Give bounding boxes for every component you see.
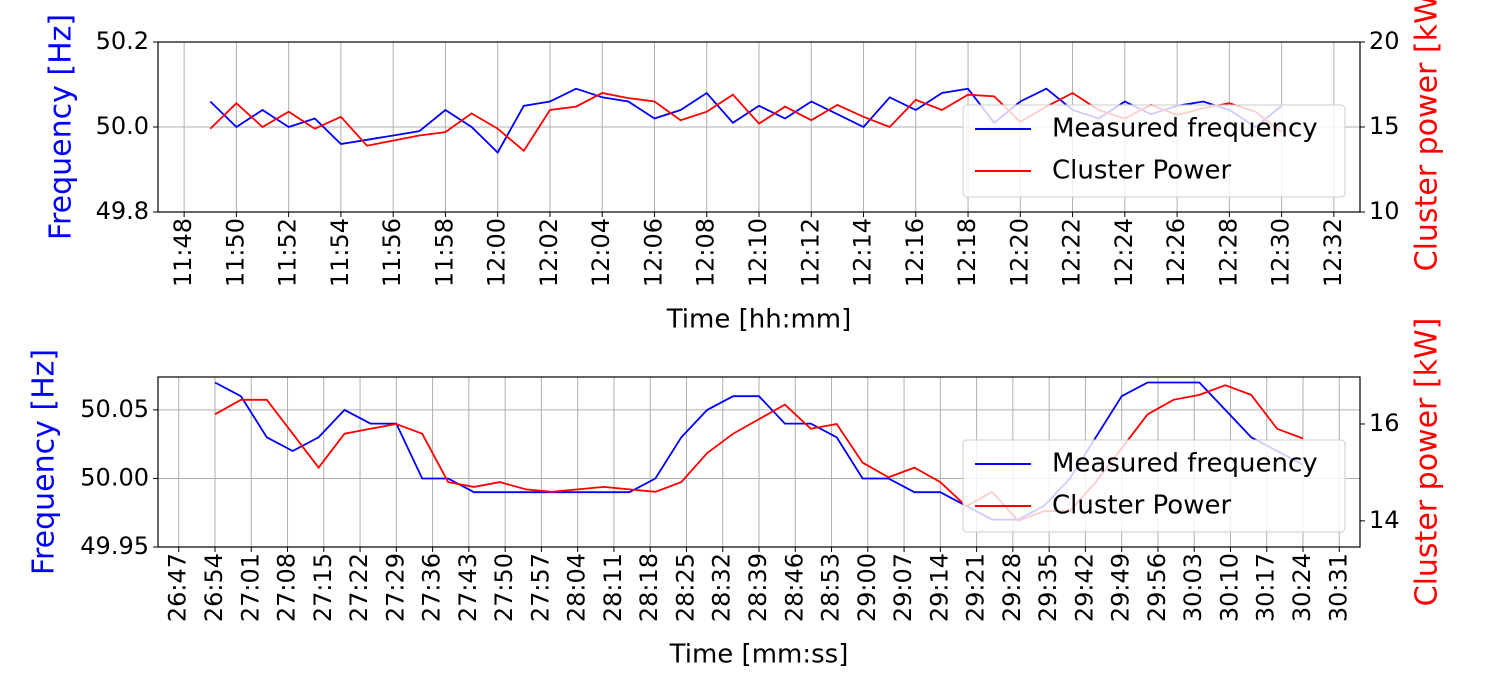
- x-tick-label: 11:50: [221, 218, 249, 287]
- legend-box: [962, 104, 1346, 198]
- y2-tick-label: 16: [1369, 409, 1400, 437]
- x-tick-label: 28:25: [671, 553, 699, 622]
- x-tick-label: 12:16: [901, 218, 929, 287]
- x-tick-label: 30:24: [1288, 553, 1316, 622]
- plot-frame: [157, 376, 1361, 548]
- x-tick-label: 29:49: [1107, 553, 1135, 622]
- x-tick-label: 27:36: [418, 553, 446, 622]
- x-tick-label: 11:54: [326, 218, 354, 287]
- x-tick-label: 26:54: [200, 553, 228, 622]
- x-tick-label: 27:22: [345, 553, 373, 622]
- x-tick-label: 12:12: [796, 218, 824, 287]
- x-tick-label: 26:47: [164, 553, 192, 622]
- legend: Measured frequency Cluster Power: [962, 104, 1346, 198]
- y2-tick-label: 10: [1369, 197, 1400, 225]
- y2-tick-label: 20: [1369, 27, 1400, 55]
- y-tick-label: 50.0: [96, 112, 149, 140]
- y-tick-label: 49.8: [96, 197, 149, 225]
- plot-frame: [157, 41, 1361, 213]
- x-tick-label: 28:11: [599, 553, 627, 622]
- y-axis-label: Frequency [Hz]: [27, 349, 62, 575]
- y2-tick-label: 15: [1369, 112, 1400, 140]
- x-tick-label: 27:43: [454, 553, 482, 622]
- y-tick-label: 50.05: [80, 395, 149, 423]
- x-tick-label: 27:08: [273, 553, 301, 622]
- x-tick-label: 27:01: [236, 553, 264, 622]
- x-tick-label: 29:07: [889, 553, 917, 622]
- y-tick-label: 50.2: [96, 27, 149, 55]
- x-tick-label: 12:32: [1319, 218, 1347, 287]
- x-tick-label: 12:20: [1005, 218, 1033, 287]
- x-axis-label: Time [hh:mm]: [666, 305, 852, 335]
- legend-label: Cluster Power: [1052, 491, 1231, 521]
- x-tick-label: 29:14: [925, 553, 953, 622]
- x-tick-label: 27:57: [526, 553, 554, 622]
- legend-label: Measured frequency: [1052, 114, 1318, 144]
- x-tick-label: 12:14: [849, 218, 877, 287]
- x-tick-label: 11:52: [274, 218, 302, 287]
- x-tick-label: 29:42: [1070, 553, 1098, 622]
- legend: Measured frequency Cluster Power: [962, 439, 1346, 533]
- x-tick-label: 29:00: [853, 553, 881, 622]
- x-tick-label: 30:03: [1179, 553, 1207, 622]
- y2-axis-label: Cluster power [kW]: [1410, 0, 1445, 271]
- x-tick-label: 12:00: [483, 218, 511, 287]
- x-tick-label: 12:28: [1214, 218, 1242, 287]
- x-tick-label: 28:18: [635, 553, 663, 622]
- y-axis-label: Frequency [Hz]: [44, 14, 79, 240]
- x-tick-label: 12:02: [535, 218, 563, 287]
- x-tick-label: 28:53: [817, 553, 845, 622]
- legend-label: Measured frequency: [1052, 449, 1318, 479]
- y2-tick-label: 14: [1369, 506, 1400, 534]
- x-tick-label: 29:28: [998, 553, 1026, 622]
- x-tick-label: 12:30: [1267, 218, 1295, 287]
- x-tick-label: 12:26: [1162, 218, 1190, 287]
- x-tick-label: 11:56: [378, 218, 406, 287]
- legend-label: Cluster Power: [1052, 156, 1231, 186]
- x-tick-label: 12:22: [1058, 218, 1086, 287]
- x-tick-label: 28:04: [563, 553, 591, 622]
- x-tick-label: 12:04: [587, 218, 615, 287]
- x-tick-label: 29:35: [1034, 553, 1062, 622]
- x-tick-label: 30:17: [1252, 553, 1280, 622]
- legend-box: [962, 439, 1346, 533]
- x-tick-label: 29:21: [962, 553, 990, 622]
- x-tick-label: 28:32: [708, 553, 736, 622]
- x-tick-label: 11:58: [430, 218, 458, 287]
- plot: 26:47 26:54 27:01 27:08 27:15 27:22 27:29 27:36…: [27, 318, 1445, 670]
- x-tick-label: 27:15: [309, 553, 337, 622]
- x-tick-label: 30:31: [1324, 553, 1352, 622]
- y-tick-label: 49.95: [80, 532, 149, 560]
- x-tick-label: 28:46: [780, 553, 808, 622]
- x-tick-label: 27:29: [381, 553, 409, 622]
- x-tick-label: 29:56: [1143, 553, 1171, 622]
- x-tick-label: 12:18: [953, 218, 981, 287]
- x-tick-label: 12:24: [1110, 218, 1138, 287]
- x-tick-label: 30:10: [1215, 553, 1243, 622]
- plot: 11:48 11:50 11:52 11:54 11:56 11:58 12:00 12:02…: [44, 0, 1445, 335]
- x-tick-label: 12:10: [744, 218, 772, 287]
- x-tick-label: 12:06: [639, 218, 667, 287]
- y-tick-label: 50.00: [80, 463, 149, 491]
- x-tick-label: 12:08: [692, 218, 720, 287]
- x-axis-label: Time [mm:ss]: [669, 640, 849, 670]
- x-tick-label: 27:50: [490, 553, 518, 622]
- y2-axis-label: Cluster power [kW]: [1410, 318, 1445, 607]
- x-tick-label: 28:39: [744, 553, 772, 622]
- x-tick-label: 11:48: [169, 218, 197, 287]
